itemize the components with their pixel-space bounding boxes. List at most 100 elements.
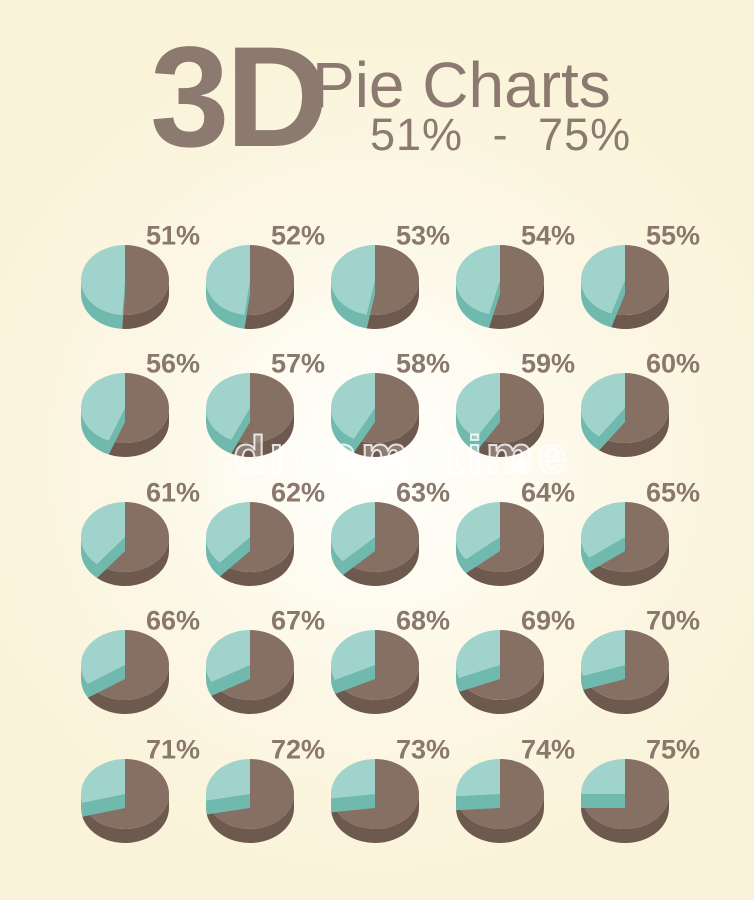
remainder-slice-cut-side (583, 665, 625, 691)
pie-chart-cell: 64% (450, 477, 575, 591)
pie-chart-cell: 52% (200, 221, 325, 334)
remainder-slice-cut-side (489, 280, 500, 328)
remainder-slice-top (581, 758, 625, 794)
value-slice-side (456, 793, 544, 843)
title-pie-charts: Pie Charts (312, 49, 611, 121)
pie-percent-label: 60% (645, 348, 701, 379)
pie-3d-svg (81, 630, 170, 715)
value-slice-side (206, 793, 294, 843)
remainder-slice-side (581, 536, 590, 572)
pie-chart-cell: 62% (200, 477, 325, 591)
title-3d: 3D (150, 18, 329, 177)
value-slice-side (342, 536, 419, 586)
value-slice-side (244, 280, 294, 329)
pie-chart-cell: 75% (575, 734, 700, 848)
remainder-slice-top (331, 501, 375, 561)
title-range: 51% - 75% (370, 109, 632, 160)
pie-percent-label: 56% (145, 348, 201, 379)
value-slice-side (476, 408, 544, 458)
remainder-slice-cut-side (366, 280, 375, 329)
pie-chart-cell: 56% (75, 349, 200, 462)
pie-percent-label: 64% (520, 477, 576, 508)
remainder-slice-top (206, 758, 250, 801)
remainder-slice-top (456, 245, 500, 314)
remainder-slice-cut-side (581, 793, 625, 808)
remainder-slice-cut-side (466, 536, 500, 574)
remainder-slice-cut-side (122, 280, 125, 329)
remainder-slice-side (581, 408, 600, 451)
pie-3d-svg (580, 373, 669, 458)
value-slice-side (366, 280, 419, 329)
remainder-slice-cut-side (611, 280, 625, 328)
value-slice-side (459, 665, 544, 715)
remainder-slice-cut-side (342, 536, 375, 575)
pie-3d-svg (206, 244, 295, 329)
value-slice-top (366, 245, 420, 315)
pie-chart-cell: 59% (450, 349, 575, 462)
value-slice-top (206, 758, 295, 829)
pie-3d-svg (81, 373, 170, 458)
pie-3d-svg (206, 758, 295, 843)
value-slice-side (335, 665, 419, 715)
remainder-slice-cut-side (599, 408, 625, 451)
value-slice-side (353, 408, 419, 458)
pie-percent-label: 69% (520, 605, 576, 636)
remainder-slice-top (81, 630, 125, 684)
pie-3d-svg (206, 373, 295, 458)
remainder-slice-cut-side (96, 536, 125, 578)
pie-percent-label: 71% (145, 734, 201, 765)
remainder-slice-top (580, 630, 625, 677)
remainder-slice-side (331, 408, 354, 454)
pie-3d-svg (456, 758, 545, 843)
pie-percent-label: 74% (520, 734, 576, 765)
pie-chart-cell: 57% (200, 349, 325, 462)
pie-chart-cell: 68% (325, 606, 450, 719)
pie-3d-svg (331, 630, 420, 715)
value-slice-side (466, 536, 544, 586)
value-slice-side (589, 536, 669, 586)
pie-3d-svg (580, 501, 669, 586)
value-slice-side (96, 536, 169, 586)
value-slice-top (122, 245, 170, 315)
pie-3d-svg (580, 245, 669, 330)
pie-3d-svg (455, 373, 544, 458)
pie-3d-svg (581, 758, 669, 843)
pie-chart-cell: 66% (75, 606, 200, 719)
pie-percent-label: 59% (520, 348, 576, 379)
pie-percent-label: 72% (270, 734, 326, 765)
remainder-slice-top (80, 501, 125, 564)
pie-percent-label: 68% (395, 605, 451, 636)
remainder-slice-top (81, 245, 125, 315)
pie-3d-svg (580, 630, 669, 715)
remainder-slice-cut-side (476, 408, 500, 452)
remainder-slice-side (206, 665, 212, 697)
pie-chart-cell: 53% (325, 221, 450, 334)
remainder-slice-top (331, 758, 375, 798)
pie-3d-svg (330, 373, 419, 458)
pie-3d-svg (456, 245, 545, 329)
pie-chart-cell: 72% (200, 734, 325, 848)
pie-chart-cell: 70% (575, 606, 700, 719)
remainder-slice-side (456, 536, 467, 574)
remainder-slice-cut-side (335, 665, 375, 695)
pie-chart-cell: 60% (575, 349, 700, 462)
remainder-slice-cut-side (108, 408, 125, 455)
remainder-slice-cut-side (87, 665, 125, 698)
remainder-slice-cut-side (219, 536, 250, 577)
value-slice-top (611, 245, 669, 315)
pie-chart-cell: 69% (450, 606, 575, 719)
remainder-slice-side (206, 536, 220, 577)
pie-percent-label: 51% (145, 220, 201, 251)
remainder-slice-cut-side (231, 408, 250, 455)
remainder-slice-side (456, 665, 460, 693)
remainder-slice-side (206, 793, 207, 815)
pie-3d-svg (81, 245, 170, 329)
watermark-spiral-icon (425, 424, 443, 442)
remainder-slice-top (206, 245, 250, 315)
pie-3d-svg (331, 758, 420, 843)
remainder-slice-top (80, 758, 125, 803)
remainder-slice-top (330, 373, 375, 440)
remainder-slice-side (206, 408, 232, 455)
remainder-slice-top (455, 373, 500, 438)
value-slice-side (611, 280, 669, 330)
